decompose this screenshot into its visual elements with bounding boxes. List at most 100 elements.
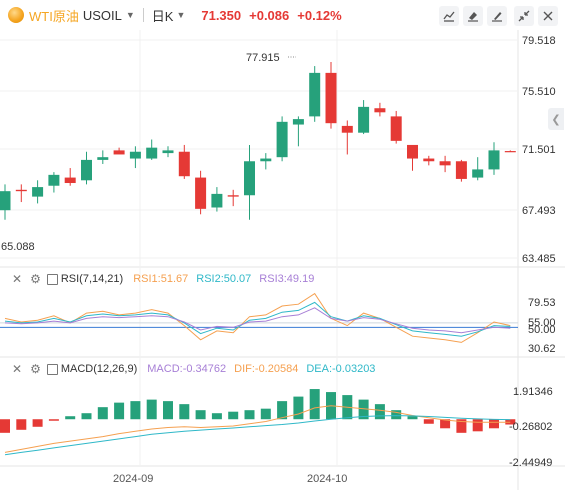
macd-bar [32,419,43,427]
candle-body [472,169,484,178]
price-axis-tick: 63.485 [522,253,556,265]
macd-bar [97,407,108,420]
macd-bar [228,411,239,420]
close-indicator-icon[interactable]: ✕ [12,272,23,286]
instrument-code[interactable]: USOIL [82,7,122,23]
macd-axis-tick: -2.44949 [509,457,552,469]
candle-body [0,191,11,211]
candle-body [260,158,272,162]
indicator-toggle-icon[interactable] [46,363,58,375]
rsi3-value: RSI3:49.19 [259,273,315,285]
macd-label: MACD(12,26,9) [60,363,138,375]
low-annotation: 65.088 [1,241,35,253]
chevron-down-icon[interactable]: ▼ [125,10,135,20]
candle-body [455,161,467,179]
candle-body [439,161,451,166]
candle-body [97,157,109,160]
candle-body [32,187,44,197]
rsi-axis-tick: 30.62 [528,343,556,355]
chevron-left-icon[interactable]: ❮ [548,108,564,130]
candle-body [178,151,190,177]
macd-bar [65,416,76,420]
indicator-toggle-icon[interactable] [46,273,58,285]
macd-bar [81,413,92,420]
rsi-axis-tick: 55.00 [528,317,556,329]
macd-bar [456,419,467,433]
candle-body [15,189,27,192]
header-divider [142,8,144,22]
period-chevron-down-icon[interactable]: ▼ [176,10,186,20]
candle-body [227,195,239,197]
candle-body [276,121,288,158]
dif-value: DIF:-0.20584 [234,363,299,375]
rsi1-line [4,292,511,343]
macd-bar [440,419,451,429]
candle-body [211,193,223,208]
price-axis-tick: 71.501 [522,144,556,156]
macd-bar [472,419,483,432]
rsi-label: RSI(7,14,21) [60,273,124,285]
rsi2-line [4,301,511,337]
macd-bar [195,410,206,420]
candle-body [504,151,516,153]
draw-icon[interactable] [439,6,459,26]
macd-bar [244,410,255,420]
price-change-percent: +0.12% [297,7,342,23]
candle-body [488,150,500,170]
candle-body [341,125,353,133]
candle-body [390,116,402,141]
macd-bar [423,419,434,424]
candle-body [407,144,418,159]
candle-body [64,177,76,184]
candle-body [423,158,435,162]
price-axis-tick: 75.510 [522,86,556,98]
macd-bar [163,401,173,420]
chart-header: WTI原油 USOIL ▼ 日K ▼ 71.350 +0.086 +0.12% [0,0,565,30]
candle-body [162,150,174,154]
macd-indicator-header: ✕ ⚙ MACD(12,26,9) MACD:-0.34762 DIF:-0.2… [0,361,375,377]
last-price: 71.350 [201,7,242,23]
eraser-icon[interactable] [463,6,483,26]
candle-body [358,106,370,133]
dea-line [4,415,511,456]
macd-bar [146,399,157,420]
candle-body [325,72,337,124]
settings-gear-icon[interactable]: ⚙ [30,272,41,286]
candlestick-series [0,61,516,220]
macd-value: MACD:-0.34762 [147,363,227,375]
candle-body [374,108,386,113]
macd-bar [277,401,288,420]
macd-bar [179,404,190,420]
macd-series [0,389,516,456]
rsi1-value: RSI1:51.67 [133,273,189,285]
collapse-icon[interactable] [514,6,534,26]
high-annotation: 77.915 [246,52,280,64]
rsi-indicator-header: ✕ ⚙ RSI(7,14,21) RSI1:51.67 RSI2:50.07 R… [0,271,314,287]
macd-bar [374,404,385,420]
chart-grid [0,30,565,490]
candle-body [81,159,92,181]
macd-bar [0,419,10,433]
macd-bar [260,408,271,420]
candle-body [309,72,321,117]
macd-bar [489,419,499,429]
price-axis-tick: 67.493 [522,205,556,217]
period-selector[interactable]: 日K [151,8,174,24]
macd-bar [293,396,304,420]
macd-bar [114,402,125,420]
brush-icon[interactable] [487,6,507,26]
instrument-name: WTI原油 [29,8,79,24]
close-icon[interactable] [538,6,558,26]
macd-bar [407,416,418,420]
candle-body [113,150,125,155]
candle-body [129,151,141,159]
settings-gear-icon[interactable]: ⚙ [30,362,41,376]
candle-body [48,174,60,186]
macd-bar [358,399,369,420]
price-change: +0.086 [249,7,290,23]
macd-axis-tick: 1.91346 [513,386,553,398]
close-indicator-icon[interactable]: ✕ [12,362,23,376]
rsi-axis-tick: 50.00 [528,324,556,336]
macd-bar [309,389,320,420]
